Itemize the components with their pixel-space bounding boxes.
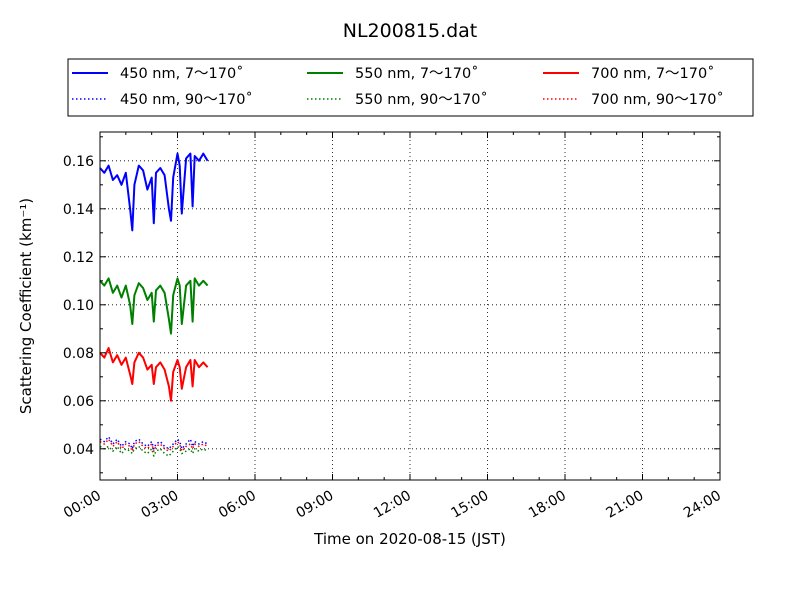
legend-frame	[67, 58, 754, 117]
series-layer	[99, 152, 209, 457]
x-tick-label: 21:00	[604, 488, 647, 522]
legend-label-0: 450 nm, 7～170˚	[120, 65, 243, 82]
y-tick-label: 0.10	[63, 298, 94, 314]
axis-ticks: 00:00 03:00 06:00 09:00 12:00 15:00 18:00 21:00…	[61, 132, 724, 522]
x-tick-label: 03:00	[139, 488, 182, 522]
legend-label-1: 450 nm, 90～170˚	[120, 91, 253, 108]
y-tick-label: 0.08	[63, 346, 94, 362]
chart-title: NL200815.dat	[343, 20, 478, 42]
y-axis-label: Scattering Coefficient (km⁻¹)	[17, 198, 35, 414]
grid	[100, 132, 720, 480]
series-line-4	[99, 347, 209, 402]
y-tick-label: 0.04	[63, 442, 94, 458]
y-tick-label: 0.16	[63, 154, 94, 170]
legend-label-4: 700 nm, 7～170˚	[591, 65, 714, 82]
x-tick-label: 12:00	[371, 488, 414, 522]
x-tick-label: 06:00	[216, 488, 259, 522]
x-tick-label: 00:00	[61, 488, 104, 522]
y-tick-label: 0.12	[63, 250, 94, 266]
x-tick-label: 18:00	[526, 488, 569, 522]
plot-frame	[99, 131, 721, 481]
y-tick-label: 0.14	[63, 202, 94, 218]
legend-label-5: 700 nm, 90～170˚	[591, 91, 724, 108]
series-line-2	[99, 277, 209, 335]
series-line-0	[99, 152, 209, 232]
legend-label-2: 550 nm, 7～170˚	[355, 65, 478, 82]
legend-label-3: 550 nm, 90～170˚	[355, 91, 488, 108]
x-tick-label: 09:00	[294, 488, 337, 522]
legend: 450 nm, 7～170˚ 450 nm, 90～170˚ 550 nm, 7～1…	[67, 58, 754, 117]
x-axis-label: Time on 2020-08-15 (JST)	[313, 530, 506, 548]
y-tick-label: 0.06	[63, 394, 94, 410]
x-tick-label: 15:00	[449, 488, 492, 522]
x-tick-label: 24:00	[681, 488, 724, 522]
